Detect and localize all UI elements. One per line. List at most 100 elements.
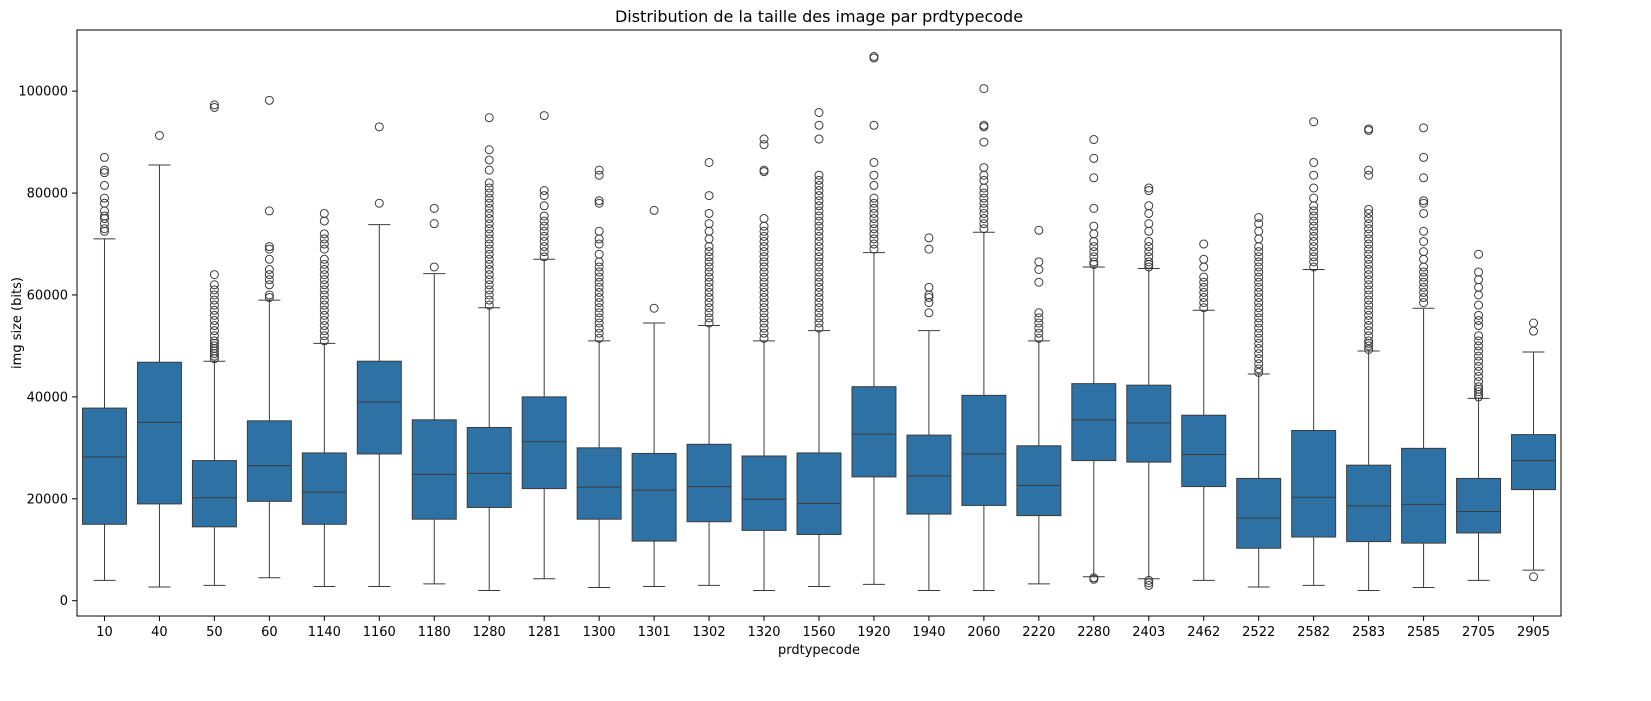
outlier-point	[1144, 186, 1154, 196]
outlier-point	[1254, 287, 1264, 297]
outlier-point	[759, 252, 769, 262]
iqr-box	[906, 434, 952, 515]
outlier-point	[539, 211, 549, 221]
outlier-point	[539, 231, 549, 241]
iqr-box	[961, 394, 1007, 506]
x-tick-label: 2705	[1462, 625, 1495, 640]
outlier-point	[759, 214, 769, 224]
outlier-point	[704, 308, 714, 318]
outlier-point	[99, 224, 109, 234]
outlier-point	[1199, 287, 1209, 297]
outlier-point	[814, 211, 824, 221]
outlier-point	[1089, 229, 1099, 239]
outlier-point	[814, 282, 824, 292]
iqr-box	[741, 455, 787, 531]
y-tick-label: 80000	[27, 187, 68, 202]
plot-frame	[76, 29, 1562, 617]
x-tick-label: 2280	[1077, 625, 1110, 640]
iqr-box	[466, 426, 512, 508]
y-tick-label: 100000	[18, 85, 68, 100]
outlier-point	[704, 303, 714, 313]
outlier-point	[1364, 234, 1374, 244]
outlier-point	[704, 318, 714, 328]
outlier-point	[979, 188, 989, 198]
outlier-point	[319, 321, 329, 331]
outlier-point	[1309, 157, 1319, 167]
outlier-point	[1529, 572, 1539, 582]
outlier-point	[99, 165, 109, 175]
x-tick-label: 60	[261, 625, 278, 640]
outlier-point	[1309, 231, 1319, 241]
outlier-point	[869, 120, 879, 130]
outlier-point	[1364, 331, 1374, 341]
outlier-point	[1144, 236, 1154, 246]
outlier-point	[209, 300, 219, 310]
outlier-point	[759, 221, 769, 231]
outlier-point	[1419, 196, 1429, 206]
outlier-point	[374, 122, 384, 132]
outlier-point	[484, 203, 494, 213]
outlier-point	[99, 211, 109, 221]
x-tick-label: 2220	[1022, 625, 1055, 640]
outlier-point	[814, 170, 824, 180]
outlier-point	[1034, 257, 1044, 267]
outlier-point	[704, 257, 714, 267]
outlier-point	[1419, 282, 1429, 292]
outlier-point	[209, 315, 219, 325]
outlier-point	[759, 231, 769, 241]
outlier-point	[319, 295, 329, 305]
outlier-point	[1364, 310, 1374, 320]
outlier-point	[869, 180, 879, 190]
x-tick-label: 2403	[1132, 625, 1165, 640]
outlier-point	[594, 272, 604, 282]
outlier-point	[1474, 275, 1484, 285]
outlier-point	[484, 165, 494, 175]
outlier-point	[1199, 239, 1209, 249]
outlier-point	[264, 270, 274, 280]
outlier-point	[1254, 303, 1264, 313]
outlier-point	[1364, 214, 1374, 224]
outlier-point	[759, 308, 769, 318]
outlier-point	[814, 252, 824, 262]
box-group-2403	[1126, 183, 1172, 590]
outlier-point	[264, 275, 274, 285]
outlier-point	[704, 287, 714, 297]
outlier-point	[1419, 198, 1429, 208]
outlier-point	[814, 242, 824, 252]
box-group-2585	[1401, 123, 1447, 588]
outlier-point	[1364, 321, 1374, 331]
x-tick-label: 1920	[857, 625, 890, 640]
outlier-point	[484, 280, 494, 290]
outlier-point	[209, 280, 219, 290]
outlier-point	[869, 193, 879, 203]
outlier-point	[484, 188, 494, 198]
outlier-point	[814, 323, 824, 333]
outlier-point	[814, 120, 824, 130]
outlier-point	[814, 313, 824, 323]
outlier-point	[319, 336, 329, 346]
outlier-point	[264, 244, 274, 254]
outlier-point	[1309, 242, 1319, 252]
iqr-box	[521, 396, 567, 490]
outlier-point	[484, 219, 494, 229]
iqr-box	[631, 452, 677, 542]
outlier-point	[99, 193, 109, 203]
box-group-40	[136, 130, 182, 588]
outlier-point	[1364, 344, 1374, 354]
outlier-point	[319, 285, 329, 295]
outlier-point	[759, 272, 769, 282]
outlier-point	[924, 293, 934, 303]
outlier-point	[484, 239, 494, 249]
outlier-point	[924, 282, 934, 292]
outlier-point	[484, 295, 494, 305]
outlier-point	[979, 208, 989, 218]
outlier-point	[814, 201, 824, 211]
outlier-point	[1254, 367, 1264, 377]
outlier-point	[814, 236, 824, 246]
outlier-point	[1309, 257, 1319, 267]
outlier-point	[484, 275, 494, 285]
box-group-1140	[301, 208, 347, 587]
iqr-box	[796, 452, 842, 535]
outlier-point	[209, 331, 219, 341]
iqr-box	[136, 361, 182, 505]
